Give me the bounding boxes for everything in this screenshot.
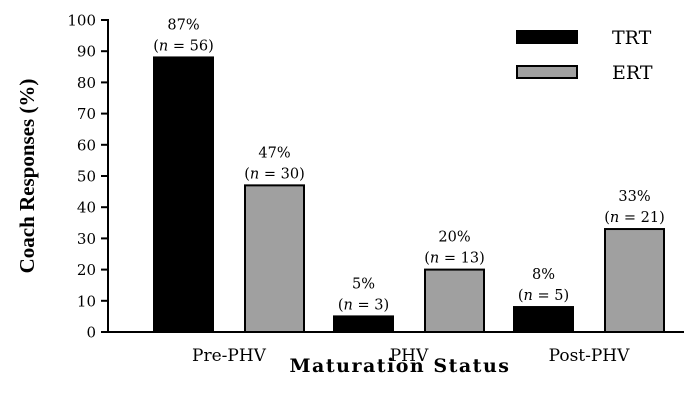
data-label-percent: 20% bbox=[438, 230, 470, 246]
bar-trt-pre-phv bbox=[153, 56, 214, 333]
data-label-percent: 33% bbox=[618, 189, 650, 205]
legend-swatch-ert bbox=[516, 65, 578, 79]
data-label-percent: 87% bbox=[167, 17, 199, 33]
y-tick-label: 100 bbox=[67, 12, 96, 30]
x-category-label: Post-PHV bbox=[549, 346, 631, 366]
data-label-count: (n = 5) bbox=[518, 288, 569, 304]
y-axis: 0 10 20 30 40 50 60 70 80 90 100 bbox=[67, 12, 109, 342]
y-tick-label: 90 bbox=[77, 43, 96, 61]
y-tick-label: 60 bbox=[77, 136, 96, 154]
y-tick-label: 50 bbox=[77, 168, 96, 186]
y-tick-label: 10 bbox=[77, 292, 96, 310]
x-category-label: PHV bbox=[390, 346, 429, 366]
y-axis-title: Coach Responses (%) bbox=[15, 79, 39, 274]
data-label-percent: 47% bbox=[258, 145, 290, 161]
data-label-count-value: 21 bbox=[641, 210, 659, 226]
bar-ert-phv bbox=[424, 268, 485, 334]
data-label-count-value: 5 bbox=[554, 288, 563, 304]
x-axis: Pre-PHV PHV Post-PHV bbox=[107, 331, 684, 366]
x-axis-title: Maturation Status bbox=[290, 355, 511, 377]
legend: TRT ERT bbox=[516, 27, 653, 84]
bar-ert-post-phv bbox=[604, 228, 665, 333]
y-tick-label: 40 bbox=[77, 199, 96, 217]
y-tick-label: 0 bbox=[86, 324, 96, 342]
data-label-count-value: 30 bbox=[281, 166, 299, 182]
legend-swatch-trt bbox=[516, 30, 578, 44]
y-tick-label: 20 bbox=[77, 261, 96, 279]
data-label-percent: 8% bbox=[532, 267, 555, 283]
data-label-count-value: 56 bbox=[190, 38, 208, 54]
legend-label-trt: TRT bbox=[612, 27, 652, 49]
data-label-count-value: 3 bbox=[374, 297, 383, 313]
legend-label-ert: ERT bbox=[612, 62, 653, 84]
y-tick-label: 80 bbox=[77, 74, 96, 92]
x-category-label: Pre-PHV bbox=[192, 346, 267, 366]
y-tick-label: 70 bbox=[77, 105, 96, 123]
data-label-count-value: 13 bbox=[461, 251, 479, 267]
data-label-count: (n = 13) bbox=[424, 251, 485, 267]
bar-trt-phv bbox=[333, 315, 394, 333]
data-label-count: (n = 30) bbox=[244, 166, 305, 182]
data-label-count: (n = 3) bbox=[338, 297, 389, 313]
bar-ert-pre-phv bbox=[244, 184, 305, 333]
bar-trt-post-phv bbox=[513, 306, 574, 334]
y-tick-label: 30 bbox=[77, 230, 96, 248]
bars: 87% (n = 56) 47% (n = 30) 5% (n = 3) 20% (n = 1… bbox=[153, 17, 665, 334]
data-label-count: (n = 56) bbox=[153, 38, 214, 54]
data-label-count: (n = 21) bbox=[604, 210, 665, 226]
data-label-percent: 5% bbox=[352, 276, 375, 292]
